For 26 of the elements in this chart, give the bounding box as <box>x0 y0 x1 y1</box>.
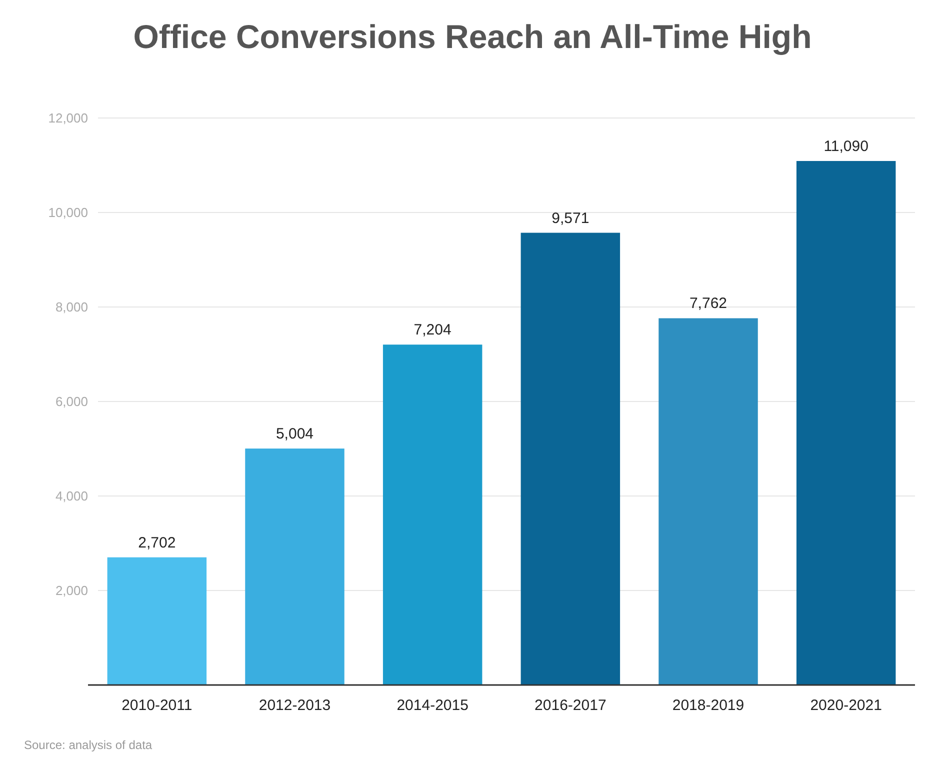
y-tick-label: 6,000 <box>55 394 88 410</box>
y-tick-label: 2,000 <box>55 583 88 598</box>
x-tick-label: 2010-2011 <box>122 697 192 714</box>
bar <box>245 448 344 685</box>
y-tick-label: 10,000 <box>48 205 88 220</box>
x-tick-label: 2016-2017 <box>534 697 606 714</box>
bar <box>796 160 896 685</box>
y-tick-label: 8,000 <box>55 300 88 315</box>
source-note: Source: analysis of data <box>24 738 152 752</box>
data-label: 2,702 <box>138 534 176 552</box>
data-label: 5,004 <box>276 426 314 443</box>
x-tick-label: 2020-2021 <box>810 697 882 714</box>
data-label: 7,762 <box>689 295 728 312</box>
x-tick-label: 2014-2015 <box>396 697 468 714</box>
bar <box>658 318 758 685</box>
chart-title: Office Conversions Reach an All-Time High <box>133 18 812 55</box>
y-tick-label: 4,000 <box>55 488 88 504</box>
bar <box>520 232 620 685</box>
x-tick-label: 2012-2013 <box>258 697 331 714</box>
data-label: 9,571 <box>552 210 590 227</box>
data-label: 7,204 <box>414 322 452 339</box>
y-tick-label: 12,000 <box>48 110 88 126</box>
x-tick-label: 2018-2019 <box>672 697 744 714</box>
data-label: 11,090 <box>824 138 868 155</box>
bar <box>382 344 482 685</box>
bar <box>107 557 207 685</box>
